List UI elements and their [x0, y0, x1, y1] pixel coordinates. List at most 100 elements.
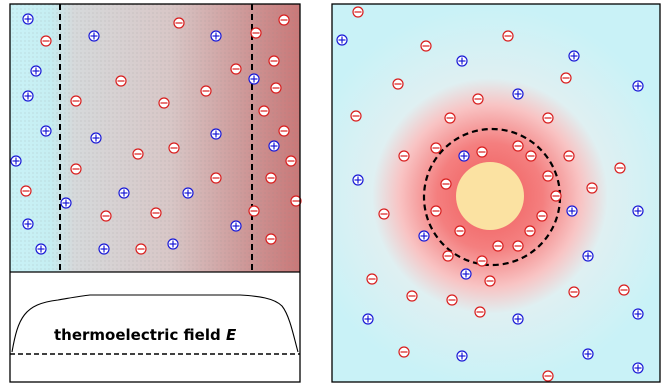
- positive-charge: [418, 230, 430, 242]
- positive-charge: [632, 362, 644, 374]
- right-panel: [331, 3, 661, 383]
- positive-charge: [268, 140, 280, 152]
- negative-charge: [352, 6, 364, 18]
- negative-charge: [366, 273, 378, 285]
- negative-charge: [420, 40, 432, 52]
- positive-charge: [582, 250, 594, 262]
- negative-charge: [586, 182, 598, 194]
- negative-charge: [398, 150, 410, 162]
- negative-charge: [568, 286, 580, 298]
- positive-charge: [22, 90, 34, 102]
- left-panel-border: [9, 3, 301, 383]
- negative-charge: [550, 190, 562, 202]
- negative-charge: [398, 346, 410, 358]
- negative-charge: [248, 205, 260, 217]
- negative-charge: [618, 284, 630, 296]
- negative-charge: [512, 140, 524, 152]
- positive-charge: [582, 348, 594, 360]
- negative-charge: [542, 112, 554, 124]
- negative-charge: [563, 150, 575, 162]
- negative-charge: [560, 72, 572, 84]
- positive-charge: [10, 155, 22, 167]
- negative-charge: [70, 163, 82, 175]
- negative-charge: [492, 240, 504, 252]
- negative-charge: [20, 185, 32, 197]
- positive-charge: [60, 197, 72, 209]
- negative-charge: [258, 105, 270, 117]
- hot-core: [456, 162, 524, 230]
- negative-charge: [278, 14, 290, 26]
- negative-charge: [536, 210, 548, 222]
- negative-charge: [454, 225, 466, 237]
- negative-charge: [476, 255, 488, 267]
- positive-charge: [98, 243, 110, 255]
- negative-charge: [132, 148, 144, 160]
- positive-charge: [248, 73, 260, 85]
- negative-charge: [278, 125, 290, 137]
- positive-charge: [35, 243, 47, 255]
- positive-charge: [362, 313, 374, 325]
- positive-charge: [352, 174, 364, 186]
- negative-charge: [200, 85, 212, 97]
- negative-charge: [542, 170, 554, 182]
- negative-charge: [135, 243, 147, 255]
- negative-charge: [392, 78, 404, 90]
- negative-charge: [168, 142, 180, 154]
- negative-charge: [285, 155, 297, 167]
- positive-charge: [167, 238, 179, 250]
- negative-charge: [614, 162, 626, 174]
- positive-charge: [568, 50, 580, 62]
- negative-charge: [250, 27, 262, 39]
- positive-charge: [230, 220, 242, 232]
- positive-charge: [632, 308, 644, 320]
- negative-charge: [150, 207, 162, 219]
- negative-charge: [476, 146, 488, 158]
- negative-charge: [230, 63, 242, 75]
- negative-charge: [430, 205, 442, 217]
- positive-charge: [182, 187, 194, 199]
- negative-charge: [542, 370, 554, 382]
- positive-charge: [88, 30, 100, 42]
- positive-charge: [460, 268, 472, 280]
- positive-charge: [40, 125, 52, 137]
- positive-charge: [30, 65, 42, 77]
- negative-charge: [446, 294, 458, 306]
- positive-charge: [512, 313, 524, 325]
- positive-charge: [118, 187, 130, 199]
- left-panel: thermoelectric field E: [9, 3, 302, 383]
- negative-charge: [430, 142, 442, 154]
- negative-charge: [440, 178, 452, 190]
- negative-charge: [100, 210, 112, 222]
- positive-charge: [512, 88, 524, 100]
- positive-charge: [210, 128, 222, 140]
- negative-charge: [265, 172, 277, 184]
- positive-charge: [456, 350, 468, 362]
- negative-charge: [512, 240, 524, 252]
- positive-charge: [632, 205, 644, 217]
- negative-charge: [502, 30, 514, 42]
- negative-charge: [406, 290, 418, 302]
- negative-charge: [40, 35, 52, 47]
- positive-charge: [210, 30, 222, 42]
- positive-charge: [90, 132, 102, 144]
- negative-charge: [525, 150, 537, 162]
- negative-charge: [474, 306, 486, 318]
- field-label: thermoelectric field E: [54, 326, 237, 344]
- positive-charge: [458, 150, 470, 162]
- positive-charge: [22, 218, 34, 230]
- positive-charge: [456, 55, 468, 67]
- negative-charge: [378, 208, 390, 220]
- negative-charge: [444, 112, 456, 124]
- negative-charge: [70, 95, 82, 107]
- positive-charge: [336, 34, 348, 46]
- negative-charge: [442, 250, 454, 262]
- negative-charge: [268, 55, 280, 67]
- field-plot-area: [10, 272, 300, 382]
- positive-charge: [632, 80, 644, 92]
- negative-charge: [270, 82, 282, 94]
- negative-charge: [265, 233, 277, 245]
- negative-charge: [350, 110, 362, 122]
- negative-charge: [210, 172, 222, 184]
- positive-charge: [566, 205, 578, 217]
